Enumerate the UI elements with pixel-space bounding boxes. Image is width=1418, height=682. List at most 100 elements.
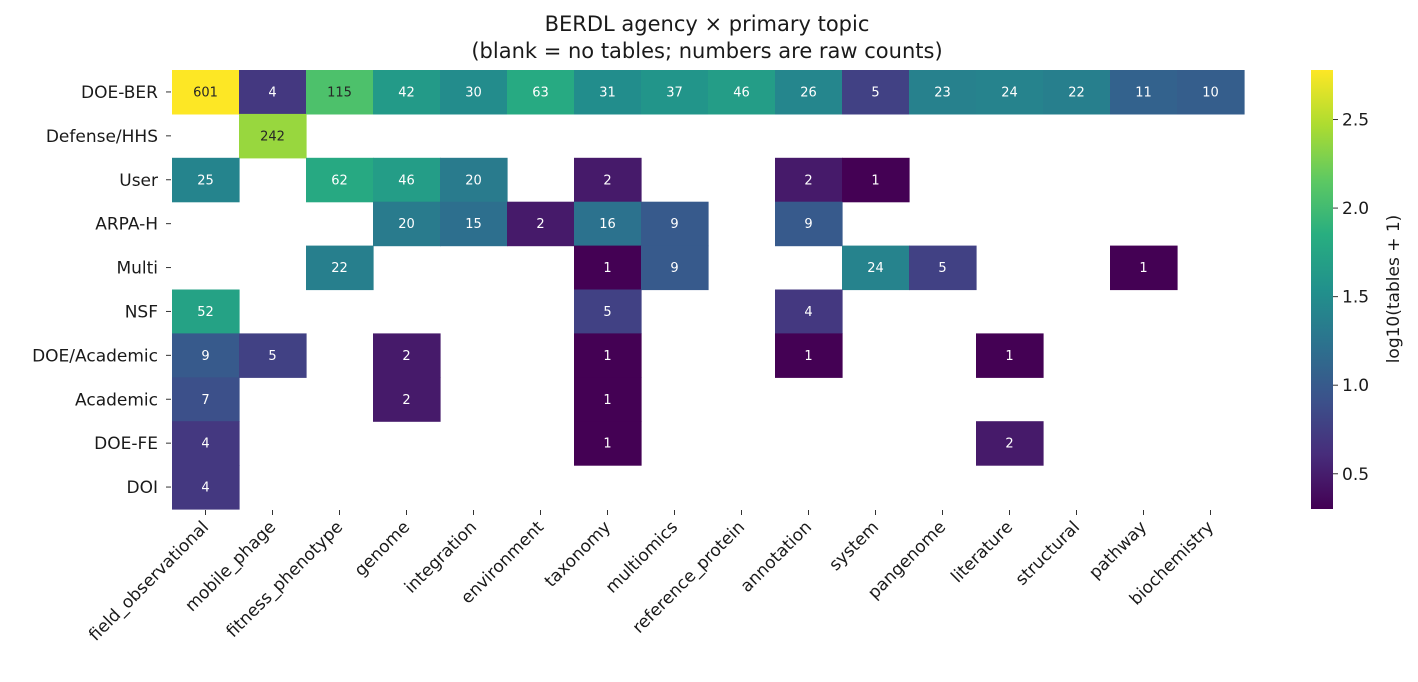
cell-value-label: 5 — [603, 305, 611, 320]
column-label: field_observational — [85, 517, 213, 645]
cell-value-label: 30 — [465, 85, 482, 100]
heatmap-cell — [239, 113, 307, 159]
column-label: structural — [1012, 517, 1084, 589]
cell-value-label: 2 — [804, 173, 812, 188]
cell-value-label: 62 — [331, 173, 348, 188]
heatmap-cell — [373, 333, 441, 378]
cell-value-label: 22 — [1068, 85, 1085, 100]
row-label: NSF — [125, 302, 158, 322]
chart-title: BERDL agency × primary topic — [545, 12, 870, 36]
column-label: fitness_phenotype — [223, 517, 347, 641]
cell-value-label: 4 — [201, 437, 209, 452]
cell-value-label: 7 — [201, 393, 209, 408]
heatmap-cell — [373, 157, 441, 203]
heatmap-cell — [1110, 245, 1178, 291]
heatmap-cell — [172, 421, 240, 466]
cell-value-label: 46 — [398, 173, 415, 188]
cell-value-label: 2 — [603, 173, 611, 188]
column-label: literature — [947, 517, 1017, 587]
heatmap-cell — [976, 333, 1044, 378]
cell-value-label: 1 — [603, 437, 611, 452]
column-label: pathway — [1085, 517, 1151, 583]
cell-value-label: 5 — [268, 349, 276, 364]
column-label: reference_protein — [629, 517, 749, 637]
heatmap-cell — [1110, 70, 1178, 115]
cell-value-label: 4 — [201, 481, 209, 496]
heatmap-cell — [1177, 70, 1245, 115]
cell-value-label: 11 — [1135, 85, 1152, 100]
column-labels: field_observationalmobile_phagefitness_p… — [85, 510, 1218, 645]
heatmap-cell — [172, 70, 240, 115]
heatmap-cell — [574, 245, 642, 291]
cell-value-label: 601 — [193, 85, 218, 100]
heatmap-cell — [373, 201, 441, 247]
heatmap-cell — [507, 70, 575, 115]
cell-value-label: 9 — [670, 261, 678, 276]
colorbar-tick-label: 0.5 — [1342, 465, 1369, 485]
cell-value-label: 1 — [1139, 261, 1147, 276]
heatmap-cell — [574, 377, 642, 422]
heatmap-cell — [909, 245, 977, 291]
heatmap-cell — [842, 70, 910, 115]
heatmap-cell — [306, 245, 374, 291]
cell-value-label: 23 — [934, 85, 951, 100]
heatmap-cell — [574, 201, 642, 247]
heatmap-cell — [641, 245, 709, 291]
heatmap-cell — [574, 70, 642, 115]
heatmap-cell — [440, 70, 508, 115]
colorbar-label: log10(tables + 1) — [1384, 215, 1404, 364]
cell-value-label: 2 — [402, 349, 410, 364]
heatmap-cell — [507, 201, 575, 247]
cell-value-label: 2 — [536, 217, 544, 232]
heatmap-cell — [775, 289, 843, 334]
heatmap-cell — [842, 245, 910, 291]
heatmap-cell — [239, 333, 307, 378]
cell-value-label: 1 — [1005, 349, 1013, 364]
cell-value-label: 4 — [804, 305, 812, 320]
cell-value-label: 24 — [1001, 85, 1018, 100]
heatmap-cell — [172, 465, 240, 510]
cell-value-label: 4 — [268, 85, 276, 100]
cell-value-label: 1 — [603, 349, 611, 364]
cell-value-label: 31 — [599, 85, 616, 100]
cell-value-label: 42 — [398, 85, 415, 100]
cell-value-label: 1 — [804, 349, 812, 364]
column-label: genome — [351, 517, 414, 580]
heatmap-cell — [641, 201, 709, 247]
cell-value-label: 63 — [532, 85, 549, 100]
heatmap-cell — [976, 70, 1044, 115]
chart-subtitle: (blank = no tables; numbers are raw coun… — [471, 39, 942, 63]
cell-value-label: 1 — [603, 261, 611, 276]
row-label: DOE/Academic — [32, 346, 158, 366]
heatmap-cell — [574, 421, 642, 466]
heatmap-cell — [775, 333, 843, 378]
colorbar-tick-label: 1.5 — [1342, 288, 1369, 308]
cell-value-label: 52 — [197, 305, 214, 320]
heatmap-cell — [708, 70, 776, 115]
heatmap-cell — [775, 157, 843, 203]
row-label: Academic — [75, 390, 158, 410]
heatmap-cell — [574, 289, 642, 334]
row-label: DOE-BER — [81, 83, 158, 103]
cell-value-label: 9 — [804, 217, 812, 232]
heatmap-cell — [306, 157, 374, 203]
heatmap-cell — [373, 377, 441, 422]
cell-value-label: 24 — [867, 261, 884, 276]
row-label: DOI — [127, 478, 159, 498]
cell-value-label: 26 — [800, 85, 817, 100]
row-label: Multi — [116, 259, 158, 279]
heatmap-cell — [172, 333, 240, 378]
cell-value-label: 46 — [733, 85, 750, 100]
heatmap-cell — [775, 201, 843, 247]
heatmap-cell — [842, 157, 910, 203]
heatmap-cell — [775, 70, 843, 115]
heatmap-cell — [976, 421, 1044, 466]
row-labels: DOE-BER Defense/HHS User ARPA-H Multi NSF DOE/… — [32, 83, 171, 498]
heatmap-cell — [440, 157, 508, 203]
colorbar-gradient — [1311, 70, 1333, 509]
cell-value-label: 10 — [1202, 85, 1219, 100]
cell-value-label: 22 — [331, 261, 348, 276]
cell-value-label: 2 — [402, 393, 410, 408]
heatmap-cell — [172, 377, 240, 422]
